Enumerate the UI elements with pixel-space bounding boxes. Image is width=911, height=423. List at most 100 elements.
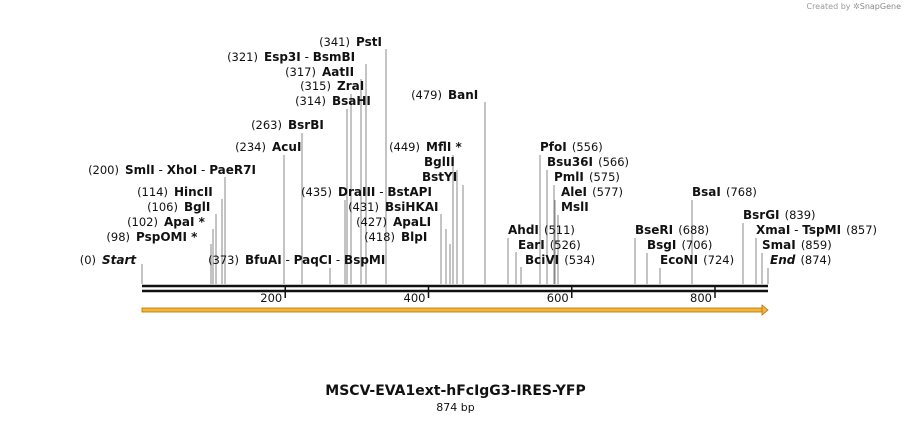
site-position-pspomi: (98) bbox=[106, 230, 130, 244]
enzyme-name: EcoNI bbox=[660, 253, 698, 267]
enzyme-name: SmaI bbox=[762, 238, 796, 252]
site-label-bsgi: BsgI (706) bbox=[647, 234, 712, 253]
site-position-apai: (102) bbox=[127, 215, 158, 229]
enzyme-name: BsmBI bbox=[313, 50, 355, 64]
site-label-apai: ApaI * bbox=[164, 215, 206, 229]
site-labels: Start (0) PspOMI * (98) ApaI * (102) BglI (106)… bbox=[80, 35, 877, 268]
enzyme-name: PstI bbox=[356, 35, 382, 49]
site-label-end: End (874) bbox=[770, 249, 831, 268]
site-label-bsu36i: Bsu36I (566) bbox=[547, 151, 629, 170]
enzyme-name: BsrGI bbox=[743, 208, 780, 222]
enzyme-name: PaqCI bbox=[294, 253, 332, 267]
enzyme-name: PaeR7I bbox=[209, 163, 256, 177]
enzyme-name: EarI bbox=[518, 238, 545, 252]
site-label-bsihkai: BsiHKAI bbox=[385, 200, 439, 214]
site-position: (839) bbox=[785, 208, 816, 222]
enzyme-name: MslI bbox=[561, 200, 589, 214]
enzyme-name: ApaLI bbox=[393, 215, 431, 229]
enzyme-name: TspMI bbox=[802, 223, 841, 237]
site-position: (534) bbox=[564, 253, 595, 267]
enzyme-name: PmlI bbox=[554, 170, 584, 184]
plasmid-title: MSCV-EVA1ext-hFcIgG3-IRES-YFP bbox=[325, 383, 586, 399]
site-position-acui: (234) bbox=[235, 140, 266, 154]
site-separator: - bbox=[301, 50, 313, 64]
enzyme-name: BglII bbox=[424, 155, 455, 169]
site-label-apali: ApaLI bbox=[393, 215, 431, 229]
enzyme-name: ZraI bbox=[337, 79, 364, 93]
site-separator: - bbox=[790, 223, 802, 237]
site-label-bglii: BglII bbox=[424, 155, 455, 169]
enzyme-name: Esp3I bbox=[264, 50, 301, 64]
site-label-pfoi: PfoI (556) bbox=[540, 136, 603, 155]
site-label-bani: BanI bbox=[448, 88, 478, 102]
site-label-blpi: BlpI bbox=[401, 230, 427, 244]
site-position-draiii: (435) bbox=[301, 185, 332, 199]
plasmid-length: 874 bp bbox=[436, 401, 475, 414]
site-label-bsai: BsaI (768) bbox=[692, 181, 757, 200]
site-position-bani: (479) bbox=[411, 88, 442, 102]
enzyme-name: BseRI bbox=[635, 223, 673, 237]
site-separator: - bbox=[282, 253, 294, 267]
axis-tick-label-800: 800 bbox=[690, 291, 712, 305]
site-position: (577) bbox=[592, 185, 623, 199]
site-position-aatii: (317) bbox=[285, 65, 316, 79]
site-label-pmli: PmlI (575) bbox=[554, 166, 620, 185]
feature-arrow bbox=[141, 304, 769, 316]
snapgene-icon: ✲ bbox=[853, 2, 860, 11]
site-position-esp3i: (321) bbox=[227, 50, 258, 64]
axis-tick-label-200: 200 bbox=[260, 291, 282, 305]
axis-ticks: 200 400 600 800 bbox=[260, 286, 716, 305]
site-position-hincii: (114) bbox=[137, 185, 168, 199]
enzyme-name: MflI * bbox=[426, 140, 462, 154]
site-label-smli: SmlI - XhoI - PaeR7I bbox=[125, 163, 256, 177]
enzyme-name: XmaI bbox=[756, 223, 790, 237]
site-position-bfuai: (373) bbox=[208, 253, 239, 267]
enzyme-name: DraIII bbox=[338, 185, 375, 199]
site-position: (724) bbox=[703, 253, 734, 267]
site-label-zrai: ZraI bbox=[337, 79, 364, 93]
enzyme-name: HincII bbox=[174, 185, 213, 199]
site-label-pspomi: PspOMI * bbox=[136, 230, 198, 244]
enzyme-name: BsaI bbox=[692, 185, 721, 199]
site-label-ahdi: AhdI (511) bbox=[508, 219, 575, 238]
site-position: (511) bbox=[544, 223, 575, 237]
site-position: (556) bbox=[572, 140, 603, 154]
enzyme-name: AatII bbox=[322, 65, 354, 79]
site-label-draiii: DraIII - BstAPI bbox=[338, 185, 432, 199]
site-position-mfli: (449) bbox=[389, 140, 420, 154]
site-label-acui: AcuI bbox=[272, 140, 301, 154]
enzyme-name: ApaI * bbox=[164, 215, 206, 229]
site-position: (688) bbox=[678, 223, 709, 237]
site-label-bstyi: BstYI bbox=[422, 170, 457, 184]
site-position-zrai: (315) bbox=[300, 79, 331, 93]
site-label-eari: EarI (526) bbox=[518, 234, 581, 253]
site-separator: - bbox=[332, 253, 344, 267]
site-label-mfli: MflI * bbox=[426, 140, 462, 154]
site-lines bbox=[141, 49, 769, 284]
site-label-bgli: BglI bbox=[184, 200, 210, 214]
enzyme-name: AhdI bbox=[508, 223, 539, 237]
site-separator: - bbox=[375, 185, 387, 199]
axis-tick-label-400: 400 bbox=[404, 291, 426, 305]
site-label-bsahi: BsaHI bbox=[332, 94, 371, 108]
site-label-bfuai: BfuAI - PaqCI - BspMI bbox=[245, 253, 385, 267]
site-position-bgli: (106) bbox=[147, 200, 178, 214]
site-position: (768) bbox=[726, 185, 757, 199]
enzyme-name: BspMI bbox=[344, 253, 385, 267]
enzyme-name: XhoI bbox=[167, 163, 198, 177]
site-label-econi: EcoNI (724) bbox=[660, 249, 734, 268]
site-label-bsrgi: BsrGI (839) bbox=[743, 204, 816, 223]
site-label-alei: AleI (577) bbox=[561, 181, 623, 200]
site-label-msli: MslI bbox=[561, 200, 589, 214]
site-position-smli: (200) bbox=[88, 163, 119, 177]
site-label-bseri: BseRI (688) bbox=[635, 219, 709, 238]
enzyme-name: BsgI bbox=[647, 238, 676, 252]
enzyme-name: BciVI bbox=[525, 253, 559, 267]
site-position: (859) bbox=[801, 238, 832, 252]
axis-tick-label-600: 600 bbox=[547, 291, 569, 305]
site-label-hincii: HincII bbox=[174, 185, 213, 199]
site-position-blpi: (418) bbox=[364, 230, 395, 244]
enzyme-name: End bbox=[770, 253, 796, 267]
site-label-bcivi: BciVI (534) bbox=[525, 249, 595, 268]
